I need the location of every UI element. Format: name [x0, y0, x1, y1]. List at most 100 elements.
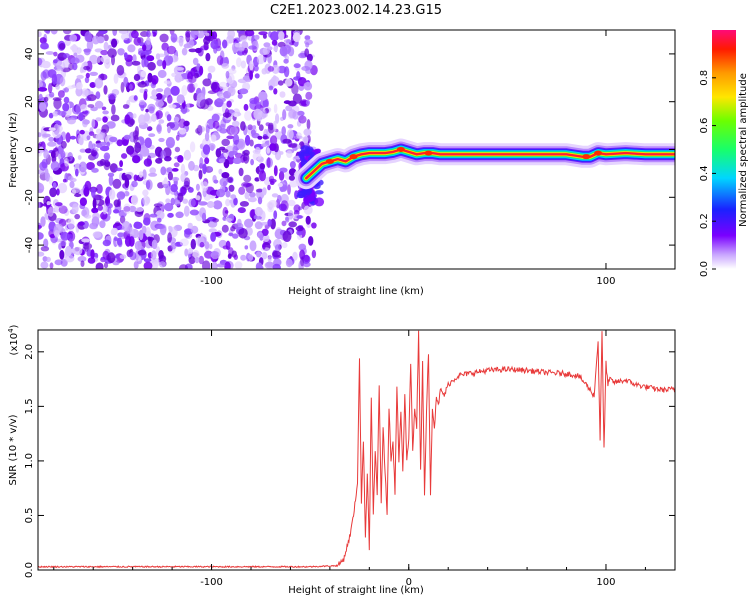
noise-blob: [179, 238, 189, 247]
noise-blob: [84, 214, 92, 219]
noise-blob: [42, 133, 51, 138]
noise-blob: [287, 46, 295, 57]
noise-blob: [39, 161, 48, 171]
noise-blob: [188, 256, 196, 265]
noise-blob: [82, 89, 92, 96]
noise-blob: [149, 167, 156, 174]
noise-blob: [112, 178, 122, 189]
spectrogram-y-tick-label: 40: [24, 48, 35, 61]
noise-blob: [57, 182, 68, 194]
noise-blob: [264, 261, 274, 269]
noise-blob: [270, 135, 278, 146]
noise-blob: [288, 210, 294, 220]
noise-blob: [155, 210, 165, 221]
noise-blob: [89, 82, 96, 88]
noise-blob: [129, 118, 136, 126]
noise-blob: [158, 250, 164, 259]
noise-blob: [218, 81, 228, 89]
noise-blob: [94, 77, 104, 89]
noise-blob: [243, 103, 249, 111]
noise-blob: [198, 255, 204, 265]
noise-blob: [202, 144, 211, 155]
noise-blob: [62, 102, 70, 112]
noise-blob: [295, 225, 304, 232]
noise-blob: [166, 114, 172, 122]
noise-blob: [70, 57, 80, 65]
noise-blob: [222, 39, 228, 49]
noise-blob: [208, 166, 213, 172]
noise-blob: [50, 30, 58, 35]
noise-blob: [189, 141, 196, 153]
noise-blob: [137, 81, 147, 88]
noise-blob: [106, 121, 116, 129]
noise-blob: [282, 109, 287, 121]
noise-blob: [249, 240, 257, 252]
noise-blob: [181, 47, 188, 56]
snr-frame: [37, 329, 676, 571]
noise-blob: [116, 191, 126, 200]
noise-blob: [125, 59, 133, 67]
noise-blob: [158, 137, 165, 143]
noise-blob: [88, 140, 93, 151]
noise-blob: [48, 176, 54, 185]
noise-blob: [282, 138, 292, 144]
noise-blob: [40, 216, 46, 227]
noise-blob: [38, 202, 41, 208]
noise-blob: [113, 209, 120, 214]
noise-blob: [199, 157, 204, 168]
noise-blob: [212, 120, 220, 129]
noise-blob: [228, 184, 235, 192]
noise-blob: [300, 99, 309, 106]
noise-blob: [201, 181, 209, 192]
noise-blob: [107, 252, 116, 264]
snr-y-multiplier: (x104): [7, 324, 20, 355]
noise-blob: [78, 161, 88, 173]
noise-blob: [205, 52, 211, 62]
noise-blob: [267, 53, 272, 64]
noise-blob: [79, 197, 87, 206]
noise-blob: [139, 88, 145, 93]
noise-blob: [200, 45, 209, 51]
noise-blob: [92, 221, 97, 228]
noise-blob: [298, 115, 307, 124]
noise-blob: [83, 65, 91, 71]
noise-blob: [285, 258, 293, 268]
noise-blob: [167, 171, 173, 181]
noise-blob: [267, 184, 271, 191]
noise-blob: [91, 150, 98, 157]
noise-blob: [100, 128, 107, 133]
noise-blob: [249, 70, 254, 80]
noise-blob: [48, 83, 53, 94]
noise-blob: [232, 233, 239, 239]
noise-blob: [147, 72, 153, 83]
noise-blob: [202, 78, 212, 87]
noise-blob: [283, 66, 290, 78]
noise-blob: [129, 84, 133, 90]
noise-blob: [195, 195, 201, 201]
transition-blob: [299, 151, 305, 162]
noise-blob: [216, 263, 226, 268]
noise-blob: [47, 206, 54, 217]
noise-blob: [218, 158, 226, 164]
noise-blob: [238, 228, 248, 239]
noise-blob: [225, 190, 231, 198]
noise-blob: [199, 99, 210, 110]
noise-blob: [143, 158, 153, 167]
noise-blob: [40, 71, 47, 81]
noise-blob: [84, 31, 92, 43]
noise-blob: [273, 165, 278, 177]
snr-x-tick-label: 0: [406, 577, 412, 588]
noise-blob: [169, 121, 180, 131]
noise-blob: [259, 170, 266, 182]
noise-blob: [106, 141, 110, 148]
noise-blob: [271, 193, 279, 198]
noise-blob: [133, 221, 143, 229]
noise-blob: [83, 186, 90, 197]
noise-blob: [62, 30, 72, 35]
noise-blob: [303, 128, 312, 137]
noise-blob: [146, 37, 151, 45]
noise-blob: [292, 32, 301, 43]
noise-blob: [224, 261, 231, 269]
noise-blob: [131, 180, 138, 188]
ridge-knot: [349, 154, 358, 160]
